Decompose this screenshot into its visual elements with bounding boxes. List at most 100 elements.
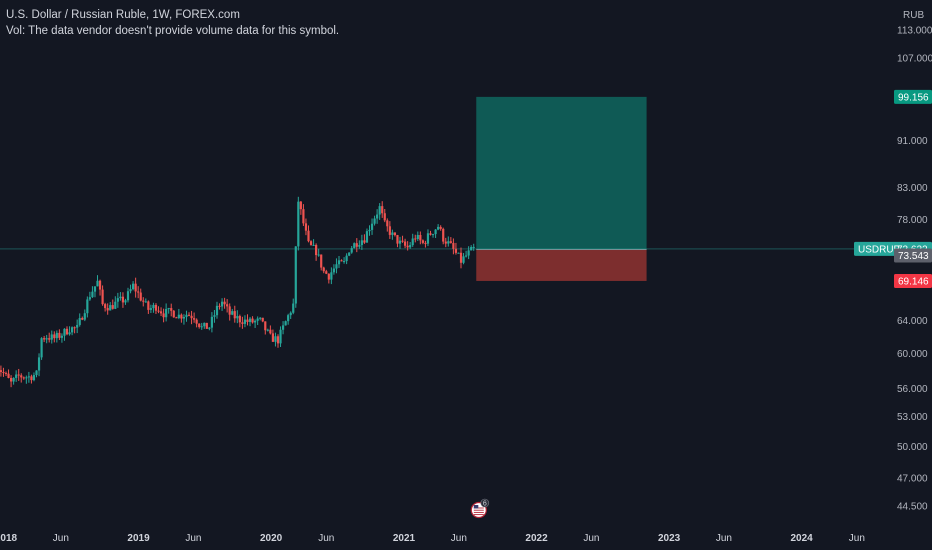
x-tick-label: Jun: [849, 533, 865, 544]
candle-body: [437, 226, 440, 230]
target-price-label: 99.156: [898, 92, 929, 103]
candle-body: [53, 334, 56, 339]
candle-body: [398, 240, 402, 244]
candle-body: [126, 291, 130, 301]
candle-body: [287, 315, 290, 322]
candle-body: [337, 260, 341, 265]
candle-body: [426, 233, 430, 244]
candles: [0, 196, 475, 388]
symbol-label: USDRUB: [858, 244, 901, 255]
candle-body: [104, 304, 107, 309]
candle-body: [172, 310, 175, 318]
candle-body: [55, 332, 58, 339]
candle-body: [78, 318, 81, 325]
candle-body: [215, 305, 219, 316]
candle-body: [58, 332, 61, 338]
candle-body: [370, 223, 374, 230]
candle-body: [401, 240, 404, 242]
candle-body: [157, 310, 160, 312]
candle-body: [12, 377, 15, 382]
candle-body: [15, 374, 18, 378]
candle-body: [111, 305, 114, 309]
candle-body: [134, 283, 137, 292]
candle-body: [170, 308, 173, 311]
candle-body: [20, 375, 23, 378]
candle-body: [470, 247, 473, 251]
candle-body: [0, 370, 3, 372]
candle-body: [233, 311, 236, 319]
candle-body: [17, 374, 20, 376]
candle-body: [322, 267, 325, 272]
candle-body: [200, 326, 203, 328]
time-axis[interactable]: 2018 Jun 2019 Jun 2020 Jun 2021 Jun 2022 Jun 2023 J…: [0, 533, 865, 544]
x-tick-label: 2021: [393, 533, 416, 544]
candle-body: [297, 201, 300, 247]
candle-body: [304, 223, 308, 231]
candle-body: [317, 254, 320, 256]
candle-body: [348, 252, 351, 256]
target-price-label-bg: [894, 89, 932, 104]
candle-body: [383, 213, 386, 221]
candle-body: [353, 243, 356, 249]
event-marker[interactable]: 6: [470, 498, 490, 519]
candle-body: [439, 226, 442, 229]
candle-body: [88, 297, 91, 300]
entry-price-label: 73.543: [898, 251, 929, 262]
y-tick-label: 107.000: [897, 54, 932, 65]
candle-body: [131, 283, 135, 290]
candle-body: [251, 318, 254, 323]
candle-body: [434, 229, 437, 235]
candle-body: [472, 246, 475, 248]
candle-body: [444, 241, 447, 244]
candle-body: [96, 280, 99, 287]
candle-body: [266, 329, 269, 331]
candle-body: [22, 377, 25, 379]
candle-body: [198, 323, 201, 327]
candle-body: [116, 298, 119, 302]
candle-body: [449, 241, 452, 243]
y-tick-label: 60.000: [897, 349, 928, 360]
profit-zone[interactable]: [476, 96, 647, 250]
candle-body: [302, 209, 305, 224]
candle-body: [442, 228, 445, 242]
y-tick-label: 56.000: [897, 384, 928, 395]
candle-body: [45, 338, 48, 340]
candle-body: [414, 238, 417, 240]
event-badge: [480, 498, 490, 508]
candle-body: [195, 319, 198, 324]
y-tick-label: 44.500: [897, 502, 928, 513]
symbol-title[interactable]: U.S. Dollar / Russian Ruble, 1W, FOREX.c…: [6, 9, 240, 21]
candle-body: [292, 303, 295, 313]
candle-body: [162, 313, 165, 318]
candle-body: [325, 271, 328, 274]
y-tick-label: 64.000: [897, 316, 928, 327]
candle-body: [307, 230, 310, 242]
candle-body: [167, 308, 170, 310]
candle-body: [37, 357, 41, 371]
candle-body: [386, 220, 389, 227]
x-tick-label: Jun: [583, 533, 599, 544]
candle-body: [98, 280, 102, 290]
candle-body: [175, 317, 178, 319]
candle-body: [50, 334, 53, 340]
candle-body: [177, 314, 180, 318]
candle-body: [467, 250, 470, 256]
position-zones[interactable]: [476, 96, 647, 281]
candle-body: [409, 245, 412, 248]
candle-body: [312, 244, 315, 246]
x-tick-label: 2024: [791, 533, 814, 544]
candle-body: [101, 289, 104, 305]
candle-body: [462, 256, 465, 263]
candle-body: [218, 305, 221, 307]
candle-body: [149, 308, 152, 310]
candle-body: [7, 373, 10, 378]
price-axis[interactable]: 113.000 107.000 91.000 83.000 78.000 64.000 60…: [897, 26, 932, 513]
candle-body: [119, 296, 122, 299]
candle-body: [147, 301, 150, 310]
candle-body: [315, 244, 318, 256]
loss-zone[interactable]: [476, 249, 647, 281]
candle-body: [43, 338, 46, 340]
x-tick-label: Jun: [451, 533, 467, 544]
candle-body: [203, 322, 206, 327]
